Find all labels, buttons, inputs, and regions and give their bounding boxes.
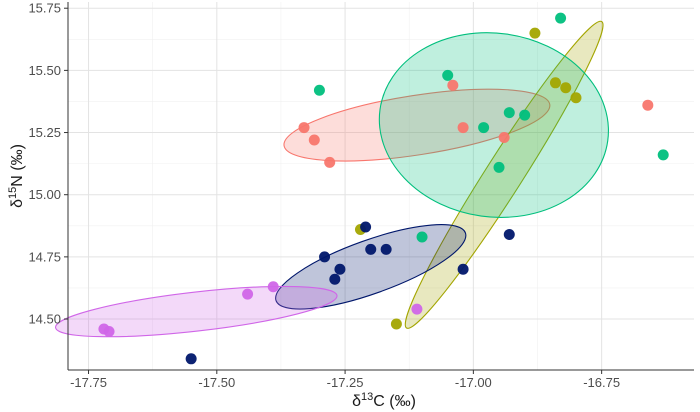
group-3-point	[519, 109, 531, 121]
group-4-point	[319, 251, 331, 263]
group-4-point	[334, 263, 346, 275]
group-3-point	[478, 122, 490, 134]
group-1-point	[324, 156, 336, 168]
group-3-point	[493, 161, 505, 173]
group-3-point	[442, 69, 454, 81]
group-3-point	[416, 231, 428, 243]
group-5-point	[411, 303, 423, 315]
group-1-point	[447, 79, 459, 91]
group-2-point	[560, 82, 572, 94]
group-5-point	[103, 325, 115, 337]
group-3-point	[657, 149, 669, 161]
x-tick-label: -17.50	[198, 375, 235, 390]
y-tick-label: 15.50	[28, 63, 61, 78]
group-4-point	[365, 243, 377, 255]
group-4-point	[185, 353, 197, 365]
group-2-point	[390, 318, 402, 330]
group-4-point	[329, 273, 341, 285]
data-points	[98, 12, 669, 365]
x-tick-label: -16.75	[583, 375, 620, 390]
group-2-point	[549, 77, 561, 89]
axes: -17.75 -17.50 -17.25 -17.00 -16.75 14.50 14.75…	[28, 1, 694, 390]
group-2-ellipse	[404, 20, 604, 329]
x-tick-label: -17.75	[70, 375, 107, 390]
group-4-point	[503, 228, 515, 240]
group-1-point	[642, 99, 654, 111]
group-4-ellipse	[275, 224, 467, 310]
y-tick-label: 14.50	[28, 312, 61, 327]
y-axis-title: δ15N (‰)	[7, 144, 26, 208]
group-1-point	[457, 122, 469, 134]
x-tick-label: -17.00	[455, 375, 492, 390]
y-tick-label: 15.75	[28, 1, 61, 16]
y-tick-label: 15.25	[28, 125, 61, 140]
group-3-ellipse	[378, 32, 609, 218]
y-tick-label: 15.00	[28, 187, 61, 202]
group-4-point	[457, 263, 469, 275]
group-2-point	[529, 27, 541, 39]
group-1-point	[308, 134, 320, 146]
group-3-point	[555, 12, 567, 24]
x-tick-label: -17.25	[327, 375, 364, 390]
group-5-ellipse	[55, 285, 338, 338]
group-1-point	[298, 122, 310, 134]
group-4-point	[360, 221, 372, 233]
group-5-point	[242, 288, 254, 300]
group-1-ellipse	[283, 88, 551, 162]
y-tick-label: 14.75	[28, 249, 61, 264]
group-1-point	[498, 132, 510, 144]
x-axis-title: δ13C (‰)	[352, 391, 416, 410]
group-4-point	[380, 243, 392, 255]
confidence-ellipses	[55, 20, 609, 338]
group-3-point	[313, 84, 325, 96]
group-3-point	[503, 107, 515, 119]
group-5-point	[267, 281, 279, 293]
group-2-point	[570, 92, 582, 104]
